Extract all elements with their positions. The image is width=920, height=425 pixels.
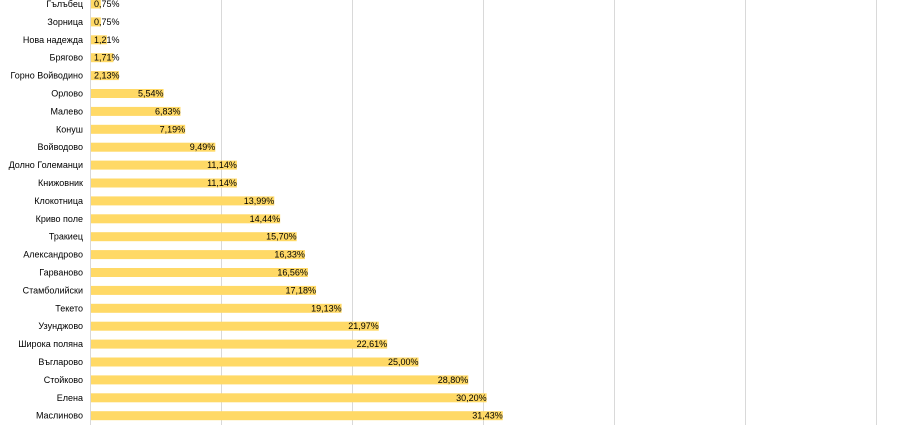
category-label: Въгларово	[38, 357, 83, 367]
value-labels: 0,75% 0,75% 1,21% 1,71% 2,13% 5,54% 6,83% 7,19%…	[94, 0, 503, 421]
bar	[91, 35, 107, 45]
category-label: Узунджово	[38, 321, 83, 331]
data-label: 1,71%	[94, 53, 120, 63]
category-label: Гарваново	[39, 268, 83, 278]
category-label: Нова надежда	[23, 35, 83, 45]
category-label: Зорница	[47, 17, 83, 27]
category-label: Маслиново	[36, 411, 83, 421]
data-label: 5,54%	[138, 89, 164, 99]
category-labels: Гълъбец Зорница Нова надежда Брягово Горно В…	[9, 0, 83, 421]
data-label: 16,33%	[274, 250, 305, 260]
bar	[91, 411, 503, 421]
category-label: Войводово	[38, 142, 83, 152]
category-label: Широка поляна	[18, 339, 83, 349]
bar	[91, 106, 181, 116]
bar	[91, 339, 388, 349]
data-label: 19,13%	[311, 303, 342, 313]
bar	[91, 268, 308, 277]
bar	[91, 357, 419, 367]
data-label: 15,70%	[266, 232, 297, 242]
data-label: 17,18%	[286, 285, 317, 295]
data-label: 25,00%	[388, 357, 419, 367]
data-label: 7,19%	[160, 124, 186, 134]
data-label: 1,21%	[94, 35, 120, 45]
bar	[91, 17, 101, 27]
bar	[91, 53, 114, 63]
data-label: 9,49%	[190, 142, 216, 152]
category-label: Брягово	[50, 53, 83, 63]
category-label: Тракиец	[49, 232, 83, 242]
data-label: 14,44%	[250, 214, 281, 224]
bar	[91, 393, 487, 403]
bar	[91, 232, 297, 242]
bar	[91, 375, 469, 385]
bar	[91, 160, 237, 170]
category-label: Гълъбец	[46, 0, 83, 9]
category-label: Долно Големанци	[9, 160, 83, 170]
data-label: 28,80%	[438, 375, 469, 385]
category-label: Текето	[55, 303, 83, 313]
category-label: Криво поле	[36, 214, 83, 224]
category-label: Конуш	[56, 124, 83, 134]
data-label: 11,14%	[207, 178, 237, 188]
category-label: Малево	[50, 106, 83, 116]
bar	[91, 196, 275, 206]
data-label: 13,99%	[244, 196, 275, 206]
bar	[91, 250, 305, 260]
bar	[91, 214, 281, 224]
category-label: Горно Войводино	[10, 71, 83, 81]
category-label: Книжовник	[38, 178, 83, 188]
bar	[91, 71, 119, 81]
bar-series	[91, 0, 503, 421]
category-label: Стойково	[44, 375, 83, 385]
bar	[91, 89, 164, 98]
bar	[91, 0, 101, 9]
gridlines	[90, 0, 877, 425]
bar	[91, 321, 379, 331]
data-label: 16,56%	[277, 268, 308, 278]
data-label: 21,97%	[348, 321, 379, 331]
data-label: 6,83%	[155, 106, 181, 116]
category-label: Елена	[57, 393, 83, 403]
data-label: 0,75%	[94, 17, 120, 27]
bar	[91, 178, 237, 188]
category-label: Орлово	[51, 89, 83, 99]
bar	[91, 285, 317, 295]
data-label: 11,14%	[207, 160, 237, 170]
data-label: 0,75%	[94, 0, 120, 9]
bar	[91, 303, 342, 313]
data-label: 22,61%	[357, 339, 388, 349]
data-label: 2,13%	[94, 71, 120, 81]
category-label: Стамболийски	[23, 285, 83, 295]
category-label: Александрово	[23, 250, 83, 260]
bar	[91, 124, 186, 134]
category-label: Клокотница	[34, 196, 83, 206]
bar	[91, 142, 216, 152]
data-label: 31,43%	[472, 411, 503, 421]
data-label: 30,20%	[456, 393, 487, 403]
